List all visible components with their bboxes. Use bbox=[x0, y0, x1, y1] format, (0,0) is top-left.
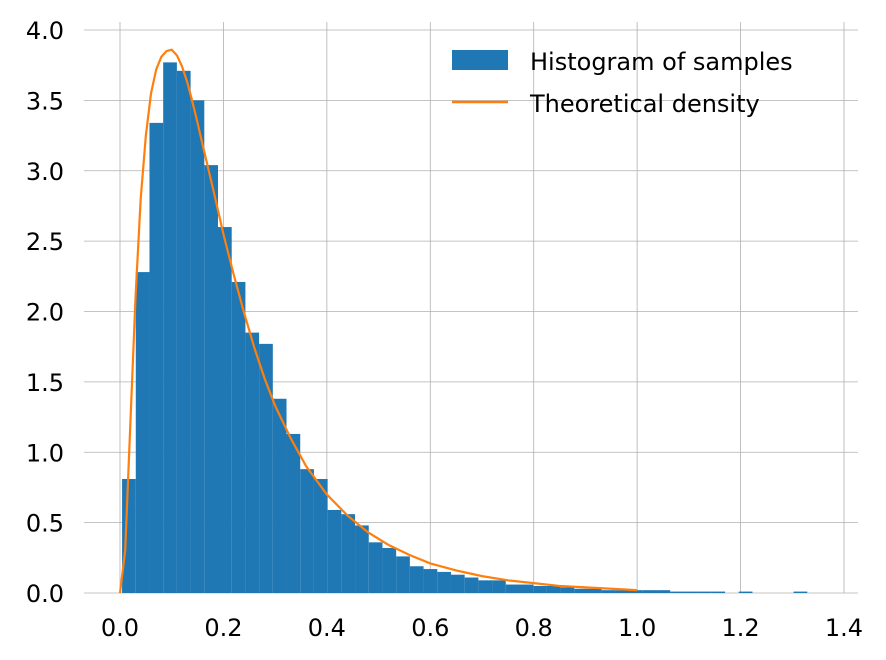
legend-label-histogram: Histogram of samples bbox=[530, 48, 793, 76]
histogram-bar bbox=[409, 566, 424, 593]
histogram-bar bbox=[355, 525, 369, 593]
histogram-bar bbox=[341, 514, 356, 593]
histogram-bar bbox=[738, 591, 753, 593]
histogram-bar bbox=[327, 509, 342, 593]
histogram-bar bbox=[588, 588, 602, 593]
histogram-bar bbox=[135, 272, 150, 593]
histogram-bar bbox=[300, 469, 314, 593]
histogram-bar bbox=[245, 332, 260, 593]
legend-swatch-histogram bbox=[452, 50, 508, 70]
histogram-bar bbox=[368, 542, 383, 593]
histogram-bar bbox=[683, 591, 698, 593]
x-tick-label: 0.2 bbox=[204, 614, 242, 642]
histogram-bar bbox=[176, 70, 191, 593]
y-tick-label: 3.5 bbox=[26, 87, 64, 115]
histogram-bar bbox=[272, 398, 287, 593]
y-axis-ticks: 0.0 0.5 1.0 1.5 2.0 2.5 3.0 3.5 4.0 bbox=[26, 17, 64, 608]
x-axis-ticks: 0.0 0.2 0.4 0.6 0.8 1.0 1.2 1.4 bbox=[101, 614, 863, 642]
x-tick-label: 0.6 bbox=[411, 614, 449, 642]
legend-label-density: Theoretical density bbox=[529, 90, 760, 118]
histogram-bar bbox=[190, 100, 205, 593]
x-tick-label: 1.4 bbox=[825, 614, 863, 642]
x-tick-label: 0.0 bbox=[101, 614, 139, 642]
histogram-bar bbox=[122, 478, 136, 593]
histogram-bar bbox=[697, 591, 712, 593]
histogram-bar bbox=[217, 227, 232, 594]
histogram-bar bbox=[711, 591, 726, 593]
y-tick-label: 1.0 bbox=[26, 439, 64, 467]
histogram-bar bbox=[478, 580, 493, 593]
y-tick-label: 4.0 bbox=[26, 17, 64, 45]
histogram-bar bbox=[423, 569, 438, 593]
histogram-bar bbox=[560, 587, 575, 593]
histogram-bar bbox=[519, 584, 534, 593]
histogram-bar bbox=[642, 590, 657, 593]
histogram-bar bbox=[382, 547, 397, 593]
y-tick-label: 3.0 bbox=[26, 158, 64, 186]
histogram-bar bbox=[533, 585, 547, 593]
histogram-bar bbox=[670, 591, 684, 593]
histogram-bar bbox=[259, 343, 273, 593]
x-tick-label: 1.2 bbox=[721, 614, 759, 642]
histogram-bar bbox=[574, 588, 589, 593]
histogram-bar bbox=[615, 590, 630, 593]
x-tick-label: 0.4 bbox=[308, 614, 346, 642]
histogram-bar bbox=[546, 585, 561, 593]
histogram-bar bbox=[231, 281, 246, 593]
x-tick-label: 0.8 bbox=[515, 614, 553, 642]
y-tick-label: 0.0 bbox=[26, 580, 64, 608]
histogram-bar bbox=[396, 556, 410, 593]
histogram-bar bbox=[204, 165, 218, 593]
histogram-bar bbox=[601, 590, 616, 593]
histogram-bar bbox=[464, 577, 479, 593]
y-tick-label: 1.5 bbox=[26, 369, 64, 397]
histogram-bar bbox=[163, 62, 177, 594]
histogram-bar bbox=[492, 580, 506, 593]
histogram-bar bbox=[793, 591, 808, 593]
histogram-bar bbox=[450, 574, 465, 593]
theoretical-density-line bbox=[118, 48, 638, 594]
histogram-bar bbox=[656, 590, 671, 593]
x-tick-label: 1.0 bbox=[618, 614, 656, 642]
histogram-bar bbox=[149, 122, 164, 594]
histogram-bar bbox=[286, 433, 301, 593]
y-tick-label: 0.5 bbox=[26, 510, 64, 538]
histogram-bars bbox=[122, 62, 808, 594]
histogram-bar bbox=[505, 584, 520, 593]
legend: Histogram of samples Theoretical density bbox=[452, 48, 793, 118]
y-tick-label: 2.0 bbox=[26, 299, 64, 327]
histogram-bar bbox=[437, 571, 451, 593]
histogram-bar bbox=[629, 590, 643, 593]
histogram-bar bbox=[313, 478, 328, 593]
y-tick-label: 2.5 bbox=[26, 228, 64, 256]
